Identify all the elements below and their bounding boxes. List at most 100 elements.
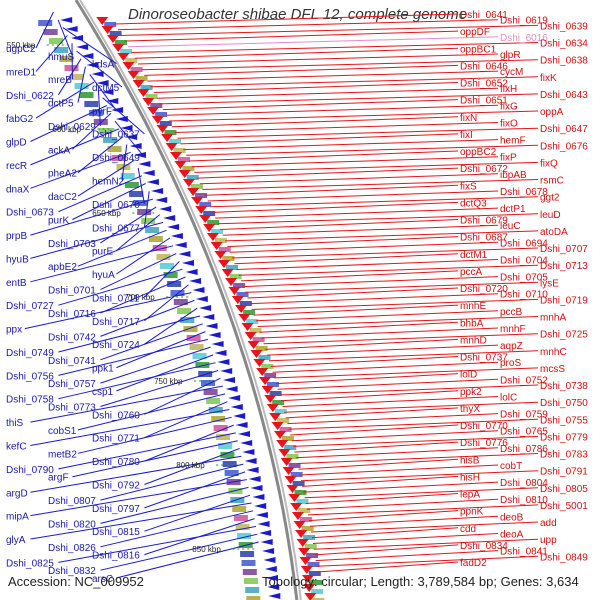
gene-label-forward: mnhF: [500, 324, 526, 335]
forward-gene-arrow: [303, 584, 316, 592]
leader-line-forward: [186, 144, 539, 156]
leader-line-forward: [131, 42, 539, 53]
leader-line-reverse: [58, 268, 183, 306]
forward-gene-arrow: [221, 269, 234, 277]
leader-line-reverse: [116, 541, 259, 579]
gene-label-forward: fixP: [500, 153, 517, 164]
feature-block: [229, 274, 242, 279]
gene-label-reverse: Dshi_0807: [48, 496, 96, 507]
gene-label-forward: Dshi_0810: [500, 495, 548, 506]
leader-line-reverse: [30, 479, 247, 517]
leader-line-forward: [284, 401, 539, 413]
gene-label-reverse: ppk1: [92, 364, 114, 375]
gene-label-forward: mnhE: [460, 301, 486, 312]
feature-block: [159, 121, 172, 126]
forward-gene-arrow: [199, 215, 212, 223]
feature-block: [170, 290, 185, 296]
gene-label-reverse: Dshi_0622: [6, 91, 54, 102]
reverse-gene-arrow: [115, 116, 128, 122]
gene-label-reverse: Dshi_0711: [92, 293, 140, 304]
gene-label-forward: Dshi_0770: [460, 421, 508, 432]
leader-line-forward: [180, 133, 459, 145]
leader-line-reverse: [100, 463, 244, 501]
leader-line-reverse: [144, 471, 246, 509]
gene-label-reverse: dctM5: [92, 83, 120, 94]
reverse-gene-arrow: [170, 233, 183, 239]
leader-line-forward: [243, 276, 499, 288]
gene-label-reverse: dctP5: [48, 99, 74, 110]
gene-label-forward: Dshi_0710: [500, 290, 548, 301]
gene-label-forward: Dshi_0651: [460, 96, 508, 107]
leader-line-forward: [280, 390, 459, 402]
gene-label-reverse: apbE2: [48, 262, 77, 273]
gene-label-forward: oppA: [540, 107, 564, 118]
feature-block: [178, 157, 190, 162]
genes-value: 3,634: [546, 574, 579, 589]
leader-line-forward: [295, 447, 499, 459]
feature-block: [242, 569, 257, 575]
leader-line-forward: [315, 550, 499, 562]
forward-gene-arrow: [178, 170, 191, 178]
gene-label-forward: fixK: [540, 73, 557, 84]
reverse-gene-arrow: [235, 422, 248, 428]
reverse-gene-arrow: [244, 458, 257, 464]
leader-line-reverse: [116, 214, 161, 251]
feature-block: [150, 103, 163, 108]
leader-line-reverse: [72, 112, 112, 150]
feature-block: [261, 364, 274, 369]
reverse-gene-arrow: [91, 71, 104, 77]
leader-line-forward: [174, 122, 499, 133]
gene-label-forward: Dshi_0678: [500, 187, 548, 198]
gene-label-reverse: mreD1: [6, 67, 36, 78]
gene-label-reverse: Dshi_0701: [48, 286, 96, 297]
gene-label-reverse: argF: [48, 473, 69, 484]
forward-gene-arrow: [137, 89, 150, 97]
forward-gene-arrow: [244, 332, 257, 340]
feature-block: [274, 409, 287, 414]
gene-label-forward: hemF: [500, 136, 526, 147]
gene-label-reverse: Dshi_0637: [92, 130, 140, 141]
feature-block: [203, 211, 216, 216]
leader-line-forward: [245, 281, 539, 293]
gene-label-forward: thyX: [460, 404, 480, 415]
leader-line-forward: [199, 173, 499, 185]
feature-block: [235, 524, 250, 530]
feature-block: [120, 173, 135, 179]
gene-label-forward: ppnK: [460, 507, 484, 518]
feature-block: [115, 40, 127, 45]
feature-block: [298, 508, 311, 513]
topology-value: circular: [321, 574, 364, 589]
gene-label-forward: mnhD: [460, 335, 487, 346]
forward-gene-arrow: [264, 395, 277, 403]
leader-line-forward: [162, 99, 459, 111]
leader-line-forward: [298, 458, 459, 470]
feature-block: [104, 22, 117, 27]
feature-block: [192, 353, 207, 359]
feature-block: [186, 175, 199, 180]
feature-block: [220, 452, 235, 458]
gene-label-forward: Dshi_0672: [460, 164, 508, 175]
leader-line-reverse: [143, 191, 150, 228]
leader-line-reverse: [35, 81, 95, 119]
feature-block: [199, 202, 212, 207]
feature-block: [129, 191, 144, 197]
gene-label-forward: Dshi_0679: [460, 216, 508, 227]
gene-label-forward: Dshi_0805: [540, 484, 588, 495]
leader-line-reverse: [144, 284, 189, 322]
gene-label-reverse: Dshi_0757: [48, 379, 96, 390]
leader-line-reverse: [30, 409, 230, 446]
gene-label-reverse: hmuS: [48, 52, 74, 63]
gene-label-forward: Dshi_0641: [460, 10, 508, 21]
forward-gene-arrow: [132, 80, 145, 88]
feature-block: [120, 49, 133, 54]
gene-label-reverse: recR: [6, 161, 27, 172]
gene-label-forward: Dshi_0705: [500, 273, 548, 284]
gene-label-forward: add: [540, 518, 557, 529]
feature-block: [213, 425, 228, 431]
forward-gene-arrow: [299, 557, 312, 565]
feature-block: [224, 470, 239, 476]
gene-label-forward: Dshi_0707: [540, 244, 588, 255]
feature-block: [49, 38, 63, 44]
forward-gene-arrow: [117, 53, 130, 61]
accession-text: Accession: NC_009952: [8, 574, 144, 589]
